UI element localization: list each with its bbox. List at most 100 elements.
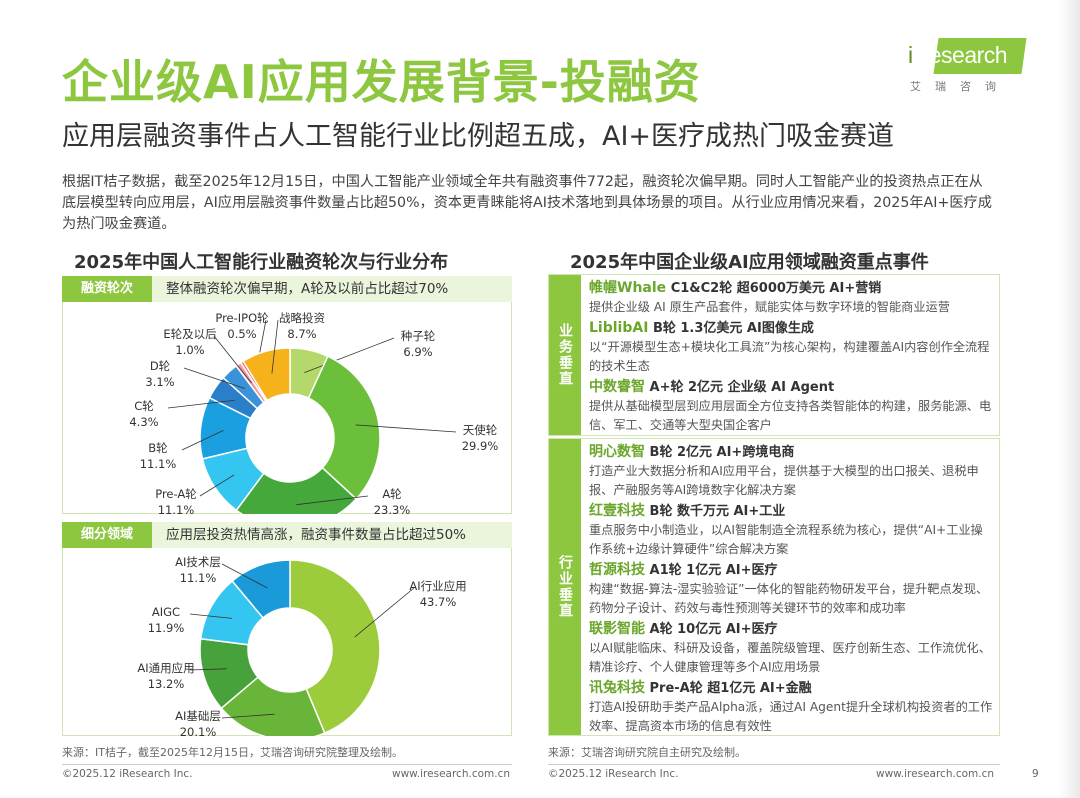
slice-label: AI行业应用 43.7% — [398, 578, 478, 610]
page-number: 9 — [1032, 768, 1039, 780]
donut-slice-seg — [242, 347, 291, 402]
event-company: 中数睿智 — [589, 379, 645, 395]
leader-line — [189, 613, 233, 619]
event-item: 中数睿智 A+轮 2亿元 企业级 AI Agent 提供从基础模型层到应用层面全… — [589, 378, 993, 435]
slice-label: AI技术层 11.1% — [158, 554, 238, 586]
slice-label-value: 1.0% — [175, 343, 205, 357]
footer-website-left: www.iresearch.com.cn — [392, 768, 511, 780]
event-item: LiblibAI B轮 1.3亿美元 AI图像生成 以“开源模型生态+模块化工具… — [589, 319, 993, 376]
event-deal: Pre-A轮 超1亿元 AI+金融 — [649, 681, 812, 696]
event-desc: 打造AI投研助手类产品Alpha派，通过AI Agent提升全球机构投资者的工作… — [589, 700, 993, 733]
slice-label-value: 20.1% — [179, 725, 217, 739]
slice-label: D轮 3.1% — [120, 358, 200, 390]
event-desc: 构建“数据-算法-湿实验验证”一体化的智能药物研发平台，提升靶点发现、药物分子设… — [589, 582, 989, 615]
right-source: 来源：艾瑞咨询研究院自主研究及绘制。 — [548, 746, 746, 759]
logo-wordmark: iResearch — [908, 42, 1008, 68]
sectors-desc: 应用层投资热情高涨，融资事件数量占比超过50% — [152, 522, 512, 548]
event-company: 红壹科技 — [589, 503, 645, 519]
slice-label-name: 战略投资 — [279, 311, 325, 325]
event-company: 讯兔科技 — [589, 680, 645, 696]
event-deal: C1&C2轮 超6000万美元 AI+营销 — [670, 281, 882, 296]
page-title: 企业级AI应用发展背景-投融资 — [62, 55, 701, 109]
event-deal: B轮 1.3亿美元 AI图像生成 — [652, 321, 814, 336]
event-desc: 以AI赋能临床、科研及设备，覆盖院级管理、医疗创新生态、工作流优化、精准诊疗、个… — [589, 641, 991, 674]
slice-label-name: AI基础层 — [175, 709, 221, 723]
intro-paragraph: 根据IT桔子数据，截至2025年12月15日，中国人工智能产业领域全年共有融资事… — [62, 174, 992, 232]
slice-label: AIGC 11.9% — [126, 604, 206, 636]
business-vertical-group: 业务垂直 帷幄Whale C1&C2轮 超6000万美元 AI+营销 提供企业级… — [548, 274, 1000, 436]
sectors-tag: 细分领域 — [62, 522, 152, 548]
slice-label: E轮及以后 1.0% — [150, 326, 230, 358]
slice-label-name: 种子轮 — [400, 329, 436, 343]
leader-line — [304, 337, 395, 373]
rounds-tag: 融资轮次 — [62, 276, 152, 302]
slice-label: C轮 4.3% — [104, 398, 184, 430]
events-panel: 业务垂直 帷幄Whale C1&C2轮 超6000万美元 AI+营销 提供企业级… — [548, 274, 1000, 736]
event-company: LiblibAI — [589, 320, 649, 336]
rounds-chart: 种子轮 6.9% 天使轮 29.9% A轮 23.3% Pre-A轮 11.1% B轮 11.1%… — [62, 302, 512, 517]
event-desc: 以“开源模型生态+模块化工具流”为核心架构，构建覆盖AI内容创作全流程的技术生态 — [589, 340, 990, 373]
slice-label-name: D轮 — [149, 359, 171, 373]
donut-slice-a — [235, 466, 358, 514]
slice-label-name: A轮 — [382, 487, 402, 501]
leader-line — [213, 335, 252, 384]
rounds-desc: 整体融资轮次偏早期，A轮及以前占比超过70% — [152, 276, 512, 302]
left-panel-title: 2025年中国人工智能行业融资轮次与行业分布 — [74, 252, 449, 273]
footer-copyright-right: ©2025.12 iResearch Inc. — [548, 768, 679, 780]
event-company: 联影智能 — [589, 621, 645, 637]
page-subtitle: 应用层融资事件占人工智能行业比例超五成，AI+医疗成热门吸金赛道 — [62, 121, 895, 152]
industry-vertical-group: 行业垂直 明心数智 B轮 2亿元 AI+跨境电商 打造产业大数据分析和AI应用平… — [548, 438, 1000, 736]
event-company: 帷幄Whale — [589, 280, 667, 296]
event-deal: A+轮 2亿元 企业级 AI Agent — [649, 380, 835, 395]
slice-label-name: AI技术层 — [175, 555, 221, 569]
sectors-donut-svg — [189, 559, 415, 736]
slice-label-name: B轮 — [148, 441, 168, 455]
slice-label-value: 3.1% — [145, 375, 175, 389]
event-company: 哲源科技 — [589, 562, 645, 578]
slice-label-value: 6.9% — [403, 345, 433, 359]
slice-label-value: 11.1% — [139, 457, 177, 471]
donut-slice-ai — [220, 676, 326, 736]
footer-rule-left — [62, 764, 512, 765]
slice-label-value: 8.7% — [287, 327, 317, 341]
event-company: 明心数智 — [589, 444, 645, 460]
event-deal: B轮 数千万元 AI+工业 — [649, 504, 786, 519]
event-item: 讯兔科技 Pre-A轮 超1亿元 AI+金融 打造AI投研助手类产品Alpha派… — [589, 679, 993, 736]
event-item: 哲源科技 A1轮 1亿元 AI+医疗 构建“数据-算法-湿实验验证”一体化的智能… — [589, 561, 993, 618]
slice-label-value: 23.3% — [373, 503, 411, 517]
slice-label-value: 11.1% — [179, 571, 217, 585]
donut-hole — [249, 609, 331, 691]
group-tag: 行业垂直 — [549, 439, 581, 735]
event-desc: 提供从基础模型层到应用层面全方位支持各类智能体的构建，服务能源、电信、军工、交通… — [589, 399, 992, 432]
event-item: 联影智能 A轮 10亿元 AI+医疗 以AI赋能临床、科研及设备，覆盖院级管理、… — [589, 620, 993, 677]
slice-label-name: AIGC — [151, 605, 181, 619]
group-tag: 业务垂直 — [549, 275, 581, 435]
slice-label: 种子轮 6.9% — [378, 328, 458, 360]
rounds-header: 融资轮次 整体融资轮次偏早期，A轮及以前占比超过70% — [62, 276, 512, 302]
event-desc: 打造产业大数据分析和AI应用平台，提供基于大模型的出口报关、退税申报、产融服务等… — [589, 464, 979, 497]
leader-line — [355, 424, 457, 433]
right-panel-title: 2025年中国企业级AI应用领域融资重点事件 — [570, 252, 929, 273]
slice-label-value: 13.2% — [147, 677, 185, 691]
event-deal: A轮 10亿元 AI+医疗 — [649, 622, 778, 637]
slice-label: 战略投资 8.7% — [262, 310, 342, 342]
slice-label: Pre-A轮 11.1% — [136, 486, 216, 518]
logo-subtitle: 艾瑞咨询 — [910, 80, 1010, 93]
donut-slice-ai — [289, 559, 381, 735]
slice-label-value: 0.5% — [227, 327, 257, 341]
slice-label-value: 29.9% — [461, 439, 499, 453]
event-item: 帷幄Whale C1&C2轮 超6000万美元 AI+营销 提供企业级 AI 原… — [589, 279, 993, 317]
leader-line — [181, 429, 224, 451]
sectors-chart: AI行业应用 43.7% AI基础层 20.1% AI通用应用 13.2% AIGC 11.9… — [62, 548, 512, 739]
leader-line — [296, 495, 369, 506]
slice-label: 天使轮 29.9% — [440, 422, 520, 454]
slice-label: AI基础层 20.1% — [158, 708, 238, 740]
footer-website-right: www.iresearch.com.cn — [876, 768, 995, 780]
slice-label: A轮 23.3% — [352, 486, 432, 518]
sectors-header: 细分领域 应用层投资热情高涨，融资事件数量占比超过50% — [62, 522, 512, 548]
footer-copyright-left: ©2025.12 iResearch Inc. — [62, 768, 193, 780]
leader-line — [167, 399, 235, 409]
event-desc: 重点服务中小制造业，以AI智能制造全流程系统为核心，提供“AI+工业操作系统+边… — [589, 523, 983, 556]
slice-label-value: 11.1% — [157, 503, 195, 517]
slice-label-value: 43.7% — [419, 595, 457, 609]
